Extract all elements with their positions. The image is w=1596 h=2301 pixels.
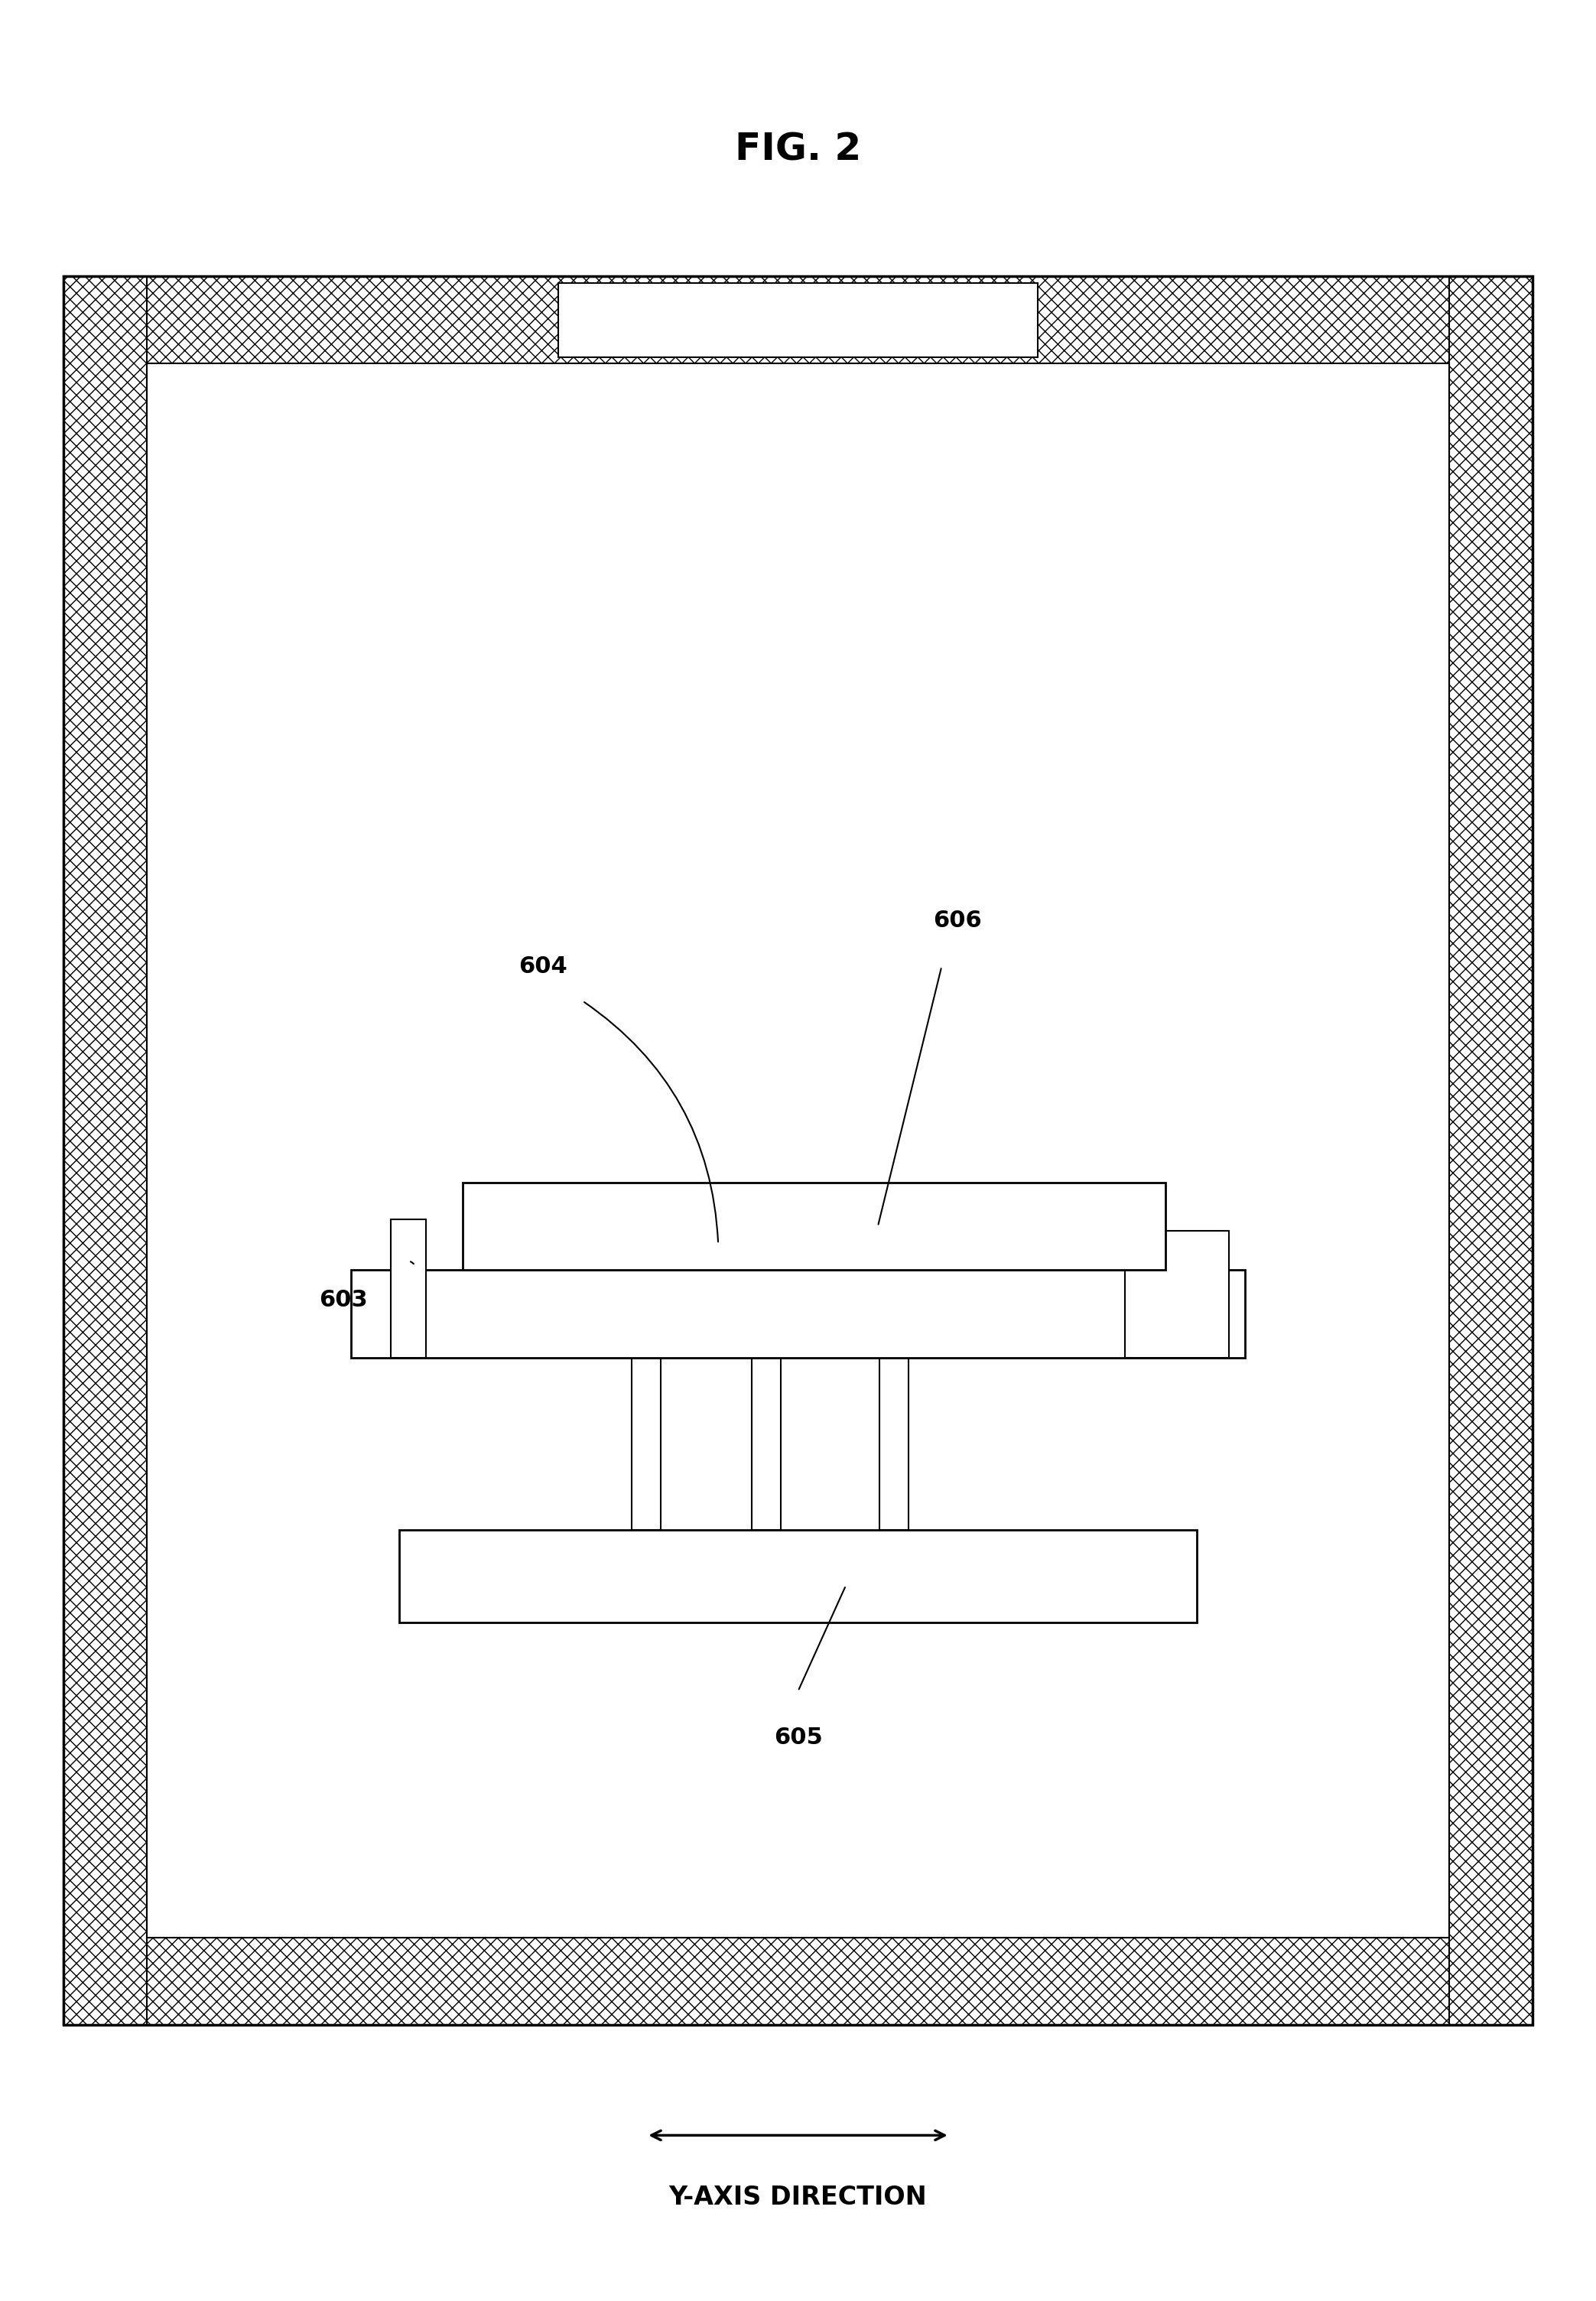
Bar: [399, 1530, 1197, 1622]
Bar: [1449, 276, 1532, 2025]
Bar: [64, 276, 1532, 2025]
Bar: [632, 1358, 661, 1530]
Bar: [559, 283, 1037, 357]
Bar: [64, 1937, 1532, 2025]
Bar: [351, 1270, 1245, 1358]
Text: 605: 605: [774, 1726, 822, 1749]
Bar: [147, 364, 1449, 1937]
Text: 603: 603: [319, 1289, 367, 1312]
Text: FIG. 2: FIG. 2: [734, 131, 862, 168]
Bar: [64, 276, 147, 2025]
Bar: [147, 364, 1449, 1937]
Text: Y-AXIS DIRECTION: Y-AXIS DIRECTION: [669, 2186, 927, 2209]
Bar: [752, 1358, 780, 1530]
Bar: [391, 1220, 426, 1358]
Text: 604: 604: [519, 955, 567, 978]
Bar: [879, 1358, 908, 1530]
Text: 606: 606: [934, 909, 982, 932]
Bar: [1125, 1231, 1229, 1358]
Bar: [463, 1183, 1165, 1270]
Bar: [64, 276, 1532, 364]
